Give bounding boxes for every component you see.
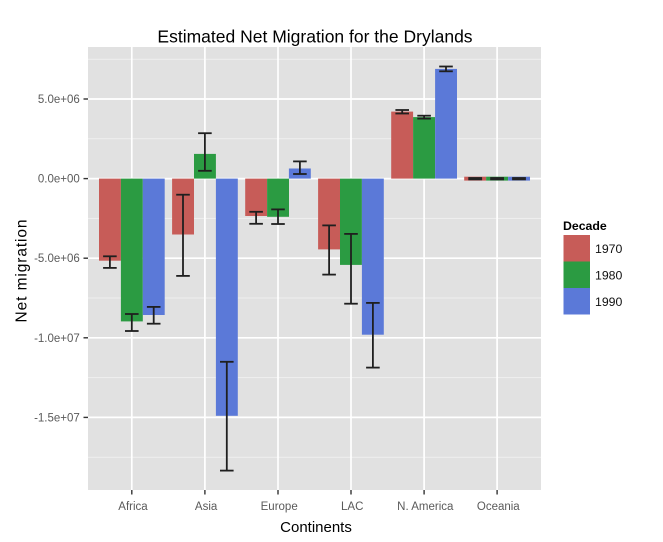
svg-text:N. America: N. America xyxy=(397,501,454,513)
svg-text:-5.0e+06: -5.0e+06 xyxy=(34,253,80,265)
svg-text:Continents: Continents xyxy=(280,519,352,536)
svg-text:Estimated Net Migration for th: Estimated Net Migration for the Drylands xyxy=(157,27,472,47)
svg-text:-1.5e+07: -1.5e+07 xyxy=(34,412,80,424)
svg-text:Decade: Decade xyxy=(563,219,607,233)
svg-text:-1.0e+07: -1.0e+07 xyxy=(34,333,80,345)
svg-text:Africa: Africa xyxy=(118,501,148,513)
svg-text:Europe: Europe xyxy=(261,501,298,513)
svg-text:LAC: LAC xyxy=(341,501,363,513)
svg-text:1980: 1980 xyxy=(595,269,623,283)
svg-text:Net migration: Net migration xyxy=(14,219,31,323)
svg-text:Asia: Asia xyxy=(195,501,218,513)
svg-text:Oceania: Oceania xyxy=(477,501,520,513)
svg-text:1970: 1970 xyxy=(595,242,623,256)
svg-text:0.0e+00: 0.0e+00 xyxy=(38,174,80,186)
svg-text:1990: 1990 xyxy=(595,295,623,309)
svg-text:5.0e+06: 5.0e+06 xyxy=(38,94,80,106)
